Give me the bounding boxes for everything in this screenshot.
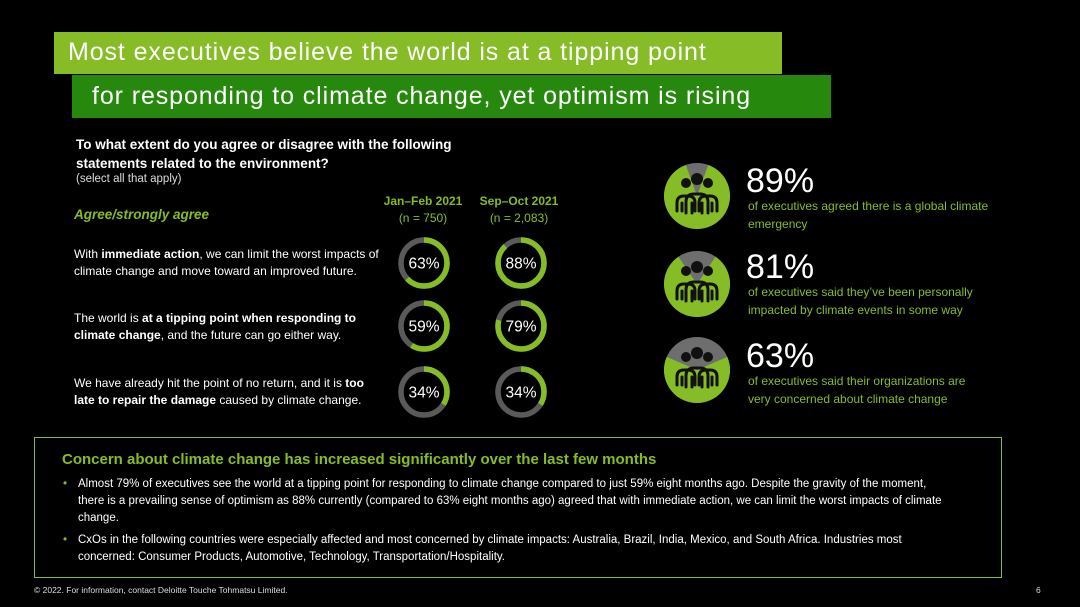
ring-fill xyxy=(495,366,547,418)
statement-text: With xyxy=(74,247,102,261)
ring-fill xyxy=(398,366,450,418)
donut-ring: 59% xyxy=(398,300,450,352)
concern-bullet-1: • CxOs in the following countries were e… xyxy=(63,532,943,566)
concern-title: Concern about climate change has increas… xyxy=(62,451,657,468)
donut-ring: 63% xyxy=(398,237,450,289)
page-number: 6 xyxy=(1036,585,1041,595)
people-group-icon xyxy=(664,337,730,403)
people-group-icon xyxy=(664,163,730,229)
survey-question: To what extent do you agree or disagree … xyxy=(76,137,452,171)
statement-text: , and the future can go either way. xyxy=(160,328,342,342)
donut-ring: 79% xyxy=(495,300,547,352)
people-figures xyxy=(675,347,719,389)
statement-text: We have already hit the point of no retu… xyxy=(74,376,346,390)
statement-bold: immediate action xyxy=(101,247,200,261)
title-line-1: Most executives believe the world is at … xyxy=(54,32,782,74)
bullet-dot: • xyxy=(63,534,68,546)
bullet-dot: • xyxy=(63,478,68,490)
column-header-sep-oct: Sep–Oct 2021 (n = 2,083) xyxy=(464,193,574,227)
series-sample-size: (n = 750) xyxy=(398,211,448,225)
stat-description: of executives agreed there is a global c… xyxy=(748,199,989,231)
statement-0: With immediate action, we can limit the … xyxy=(74,246,389,280)
series-name: Jan–Feb 2021 xyxy=(383,194,463,208)
donut-ring: 88% xyxy=(495,237,547,289)
statement-2: We have already hit the point of no retu… xyxy=(74,375,386,409)
ring-value-label: 34% xyxy=(408,385,439,402)
ring-value-label: 79% xyxy=(505,319,536,336)
people-figures xyxy=(675,261,719,303)
donut-ring: 34% xyxy=(398,366,450,418)
ring-fill xyxy=(398,237,450,289)
stat-percent: 63% xyxy=(746,337,815,375)
footer-copyright: © 2022. For information, contact Deloitt… xyxy=(34,585,288,595)
ring-value-label: 63% xyxy=(408,256,439,273)
question-note: (select all that apply) xyxy=(76,173,182,185)
stat-description: of executives said their organizations a… xyxy=(748,374,966,406)
ring-fill xyxy=(495,237,547,289)
statement-bold: at a tipping point when responding to cl… xyxy=(74,311,357,342)
series-name: Sep–Oct 2021 xyxy=(479,194,559,208)
statement-1: The world is at a tipping point when res… xyxy=(74,310,374,344)
icon-fill xyxy=(664,164,730,229)
stat-percent: 89% xyxy=(746,162,815,200)
title-line-2: for responding to climate change, yet op… xyxy=(72,75,831,118)
series-sample-size: (n = 2,083) xyxy=(489,211,549,225)
statement-text: caused by climate change. xyxy=(216,393,362,407)
ring-value-label: 34% xyxy=(505,385,536,402)
statement-bold: too late to repair the damage xyxy=(74,376,364,407)
ring-fill xyxy=(495,300,547,352)
ring-value-label: 59% xyxy=(408,319,439,336)
stat-percent: 81% xyxy=(746,248,815,286)
people-group-icon xyxy=(664,251,730,317)
statement-text: The world is xyxy=(74,311,143,325)
stat-description: of executives said they’ve been personal… xyxy=(748,285,973,317)
donut-ring: 34% xyxy=(495,366,547,418)
ring-value-label: 88% xyxy=(505,256,536,273)
bullet-text: CxOs in the following countries were esp… xyxy=(78,534,902,563)
icon-fill xyxy=(664,256,730,317)
statement-text: , we can limit the worst impacts of clim… xyxy=(74,247,379,278)
bullet-text: Almost 79% of executives see the world a… xyxy=(78,478,942,524)
ring-fill xyxy=(398,300,450,352)
icon-fill xyxy=(664,356,730,403)
concern-bullet-0: • Almost 79% of executives see the world… xyxy=(63,476,943,527)
column-header-jan-feb: Jan–Feb 2021 (n = 750) xyxy=(368,193,478,227)
agree-label: Agree/strongly agree xyxy=(74,207,210,222)
concern-box: Concern about climate change has increas… xyxy=(34,437,1002,578)
people-figures xyxy=(675,173,719,215)
